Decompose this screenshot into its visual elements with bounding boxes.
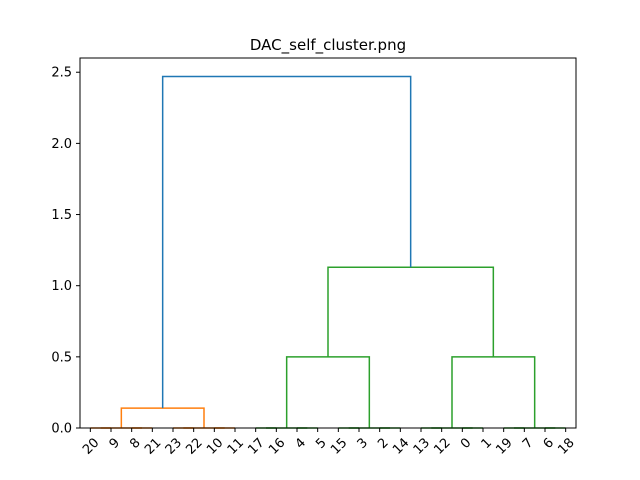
y-tick-label: 1.0 <box>51 279 72 294</box>
leaf-label: 17 <box>245 435 267 457</box>
leaf-label: 12 <box>431 435 453 457</box>
leaf-label: 23 <box>163 435 185 457</box>
leaf-label: 1 <box>479 435 495 451</box>
leaf-label: 10 <box>204 435 226 457</box>
y-tick-label: 2.0 <box>51 137 72 152</box>
y-axis: 0.0 0.5 1.0 1.5 2.0 2.5 <box>51 66 80 437</box>
leaf-label: 11 <box>225 435 247 457</box>
dendrogram-link <box>120 407 205 428</box>
leaf-label: 8 <box>127 435 143 451</box>
leaf-label: 22 <box>183 435 205 457</box>
y-tick-label: 0.0 <box>51 422 72 437</box>
leaf-label: 20 <box>80 435 102 457</box>
leaf-label: 14 <box>390 435 412 457</box>
y-tick-label: 0.5 <box>51 350 72 365</box>
leaf-label: 16 <box>266 435 288 457</box>
plot-frame <box>79 57 577 429</box>
leaf-label: 18 <box>555 435 577 457</box>
dendrogram-link <box>451 356 536 428</box>
leaf-label: 15 <box>328 435 350 457</box>
leaf-label: 4 <box>293 435 309 451</box>
leaf-label: 7 <box>520 435 536 451</box>
leaf-label: 13 <box>411 435 433 457</box>
leaf-label: 2 <box>375 435 391 451</box>
leaf-label: 0 <box>458 435 474 451</box>
leaf-label: 6 <box>541 435 557 451</box>
dendrogram-link <box>161 75 412 409</box>
leaf-label: 19 <box>493 435 515 457</box>
links-layer <box>90 75 566 429</box>
leaf-label: 21 <box>142 435 164 457</box>
leaf-label: 9 <box>107 435 123 451</box>
dendrogram-link <box>327 266 495 357</box>
leaf-label: 3 <box>355 435 371 451</box>
chart-title: DAC_self_cluster.png <box>250 36 406 55</box>
leaf-label: 5 <box>313 435 329 451</box>
dendrogram-link <box>285 356 371 428</box>
y-tick-label: 1.5 <box>51 208 72 223</box>
y-tick-label: 2.5 <box>51 66 72 81</box>
